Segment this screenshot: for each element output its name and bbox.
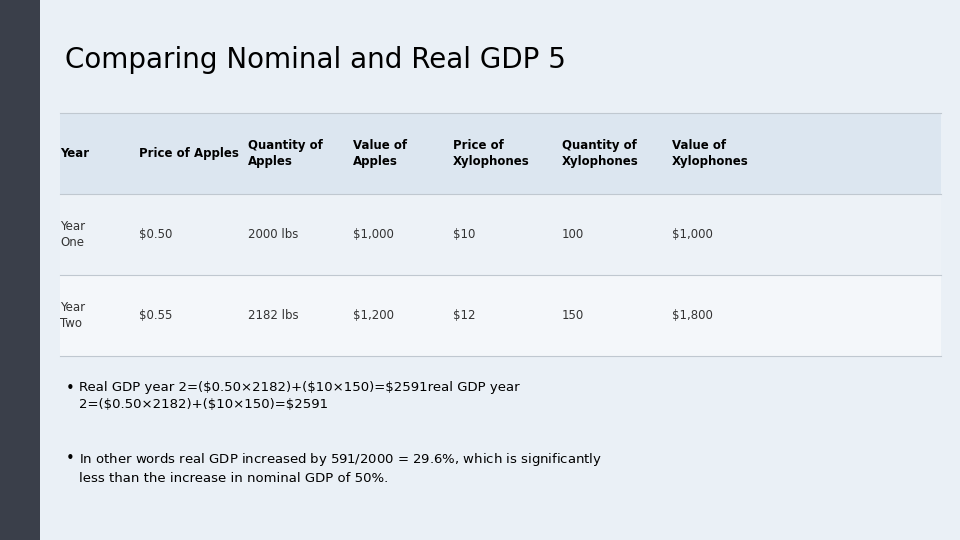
- Text: $12: $12: [453, 309, 475, 322]
- Text: 100: 100: [562, 228, 584, 241]
- Text: 2182 lbs: 2182 lbs: [248, 309, 299, 322]
- Text: Real GDP year 2=($0.50×2182)+($10×150)=$2591real GDP year
2=($0.50×2182)+($10×15: Real GDP year 2=($0.50×2182)+($10×150)=$…: [79, 381, 519, 411]
- Text: •: •: [65, 451, 74, 466]
- Text: Comparing Nominal and Real GDP 5: Comparing Nominal and Real GDP 5: [65, 46, 566, 74]
- Text: $0.55: $0.55: [139, 309, 173, 322]
- Text: 150: 150: [562, 309, 584, 322]
- Text: Price of Apples: Price of Apples: [139, 147, 239, 160]
- Bar: [60, 194, 941, 275]
- Text: Year
Two: Year Two: [60, 301, 85, 330]
- Text: $1,000: $1,000: [672, 228, 713, 241]
- Text: Year
One: Year One: [60, 220, 85, 249]
- Text: Quantity of
Apples: Quantity of Apples: [248, 139, 323, 168]
- Bar: [60, 113, 941, 194]
- Text: $0.50: $0.50: [139, 228, 173, 241]
- Text: •: •: [65, 381, 74, 396]
- Text: Price of
Xylophones: Price of Xylophones: [453, 139, 530, 168]
- Bar: [60, 275, 941, 356]
- Text: $1,200: $1,200: [353, 309, 395, 322]
- Bar: [0, 0, 40, 540]
- Text: In other words real GDP increased by $591/$2000 = 29.6%, which is significantly
: In other words real GDP increased by $59…: [79, 451, 602, 485]
- Text: 2000 lbs: 2000 lbs: [248, 228, 298, 241]
- Text: Value of
Apples: Value of Apples: [353, 139, 407, 168]
- Text: $10: $10: [453, 228, 475, 241]
- Text: Value of
Xylophones: Value of Xylophones: [672, 139, 749, 168]
- Text: $1,800: $1,800: [672, 309, 713, 322]
- Text: Quantity of
Xylophones: Quantity of Xylophones: [562, 139, 638, 168]
- Text: $1,000: $1,000: [353, 228, 395, 241]
- Text: Year: Year: [60, 147, 89, 160]
